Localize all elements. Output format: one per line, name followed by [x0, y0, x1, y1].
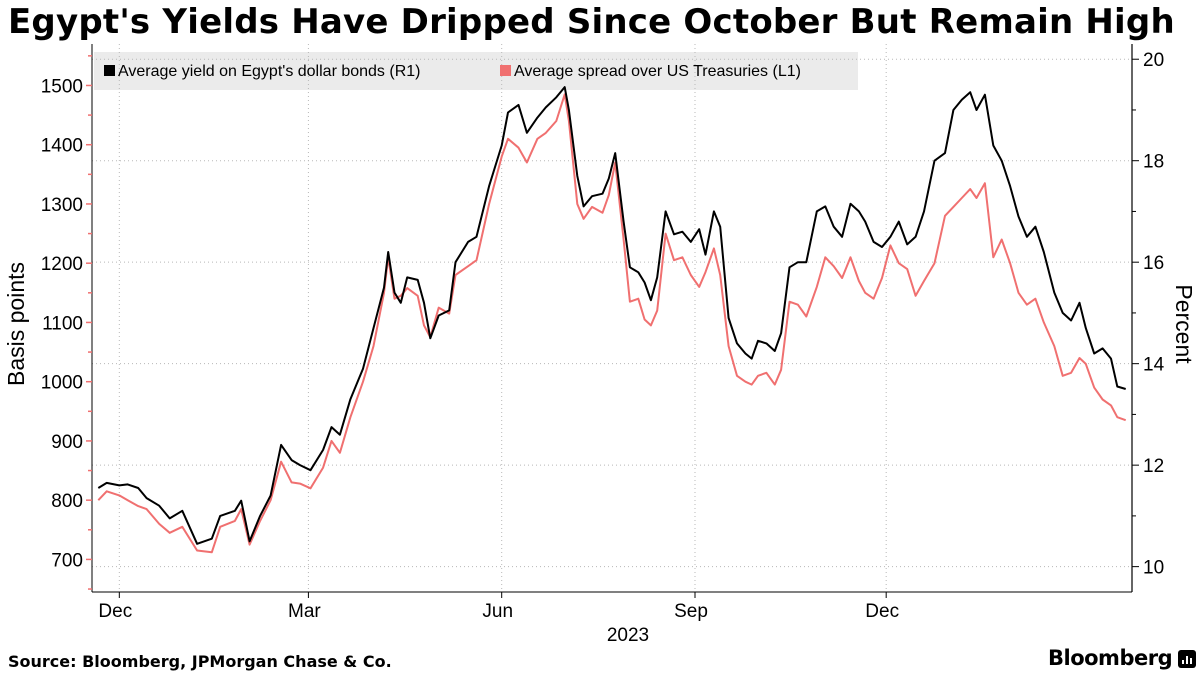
bloomberg-terminal-icon	[1178, 650, 1196, 668]
left-axis-tick-label: 900	[51, 432, 83, 453]
series-line-spread	[97, 93, 1127, 554]
x-axis-tick-label: Jun	[482, 601, 513, 622]
right-axis-tick-label: 16	[1143, 253, 1164, 274]
left-axis-tick-label: 1100	[42, 313, 83, 334]
left-axis-tick-label: 1200	[41, 254, 83, 275]
x-axis-tick-label: Dec	[865, 601, 899, 622]
right-axis-tick-label: 20	[1143, 50, 1164, 71]
x-axis-year-label: 2023	[607, 625, 649, 646]
left-axis-tick-label: 1500	[41, 76, 83, 97]
left-axis-tick-label: 800	[51, 491, 83, 512]
chart-title: Egypt's Yields Have Dripped Since Octobe…	[8, 2, 1175, 42]
right-axis-tick-label: 18	[1143, 152, 1164, 173]
right-axis-tick-label: 14	[1143, 355, 1165, 376]
right-axis-tick-label: 10	[1143, 558, 1164, 579]
legend-swatch-spread	[500, 65, 511, 76]
chart-grid	[92, 44, 1132, 592]
x-axis-tick-label: Dec	[98, 601, 132, 622]
x-axis-tick-label: Sep	[674, 601, 708, 622]
left-axis-title: Basis points	[3, 262, 29, 386]
left-axis-tick-label: 1300	[41, 195, 83, 216]
legend-label-spread: Average spread over US Treasuries (L1)	[514, 63, 801, 80]
source-note: Source: Bloomberg, JPMorgan Chase & Co.	[8, 652, 392, 671]
series-line-yield	[97, 86, 1126, 545]
right-axis-title: Percent	[1171, 284, 1197, 364]
left-axis-tick-label: 1400	[41, 136, 83, 157]
chart-legend: Average yield on Egypt's dollar bonds (R…	[104, 63, 801, 80]
brand-logo: Bloomberg	[1048, 646, 1173, 670]
left-axis-tick-label: 700	[51, 550, 83, 571]
legend-label-yield: Average yield on Egypt's dollar bonds (R…	[118, 63, 420, 80]
legend-background	[94, 52, 858, 90]
chart-series	[97, 86, 1127, 554]
left-axis-tick-label: 1000	[41, 373, 83, 394]
right-axis-tick-label: 12	[1143, 456, 1164, 477]
legend-swatch-yield	[104, 65, 115, 76]
chart-axes: 700 800 900 1000 1100 1200 1300 1400 1500 10 12 14 1…	[3, 44, 1197, 646]
x-axis-tick-label: Mar	[288, 601, 321, 622]
